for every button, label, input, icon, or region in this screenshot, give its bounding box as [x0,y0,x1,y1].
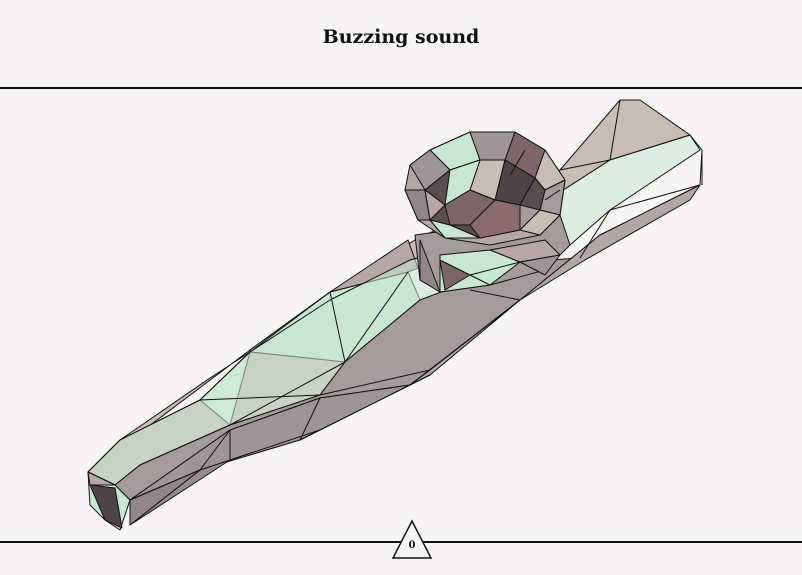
counter-badge[interactable]: 0 [390,518,434,560]
top-divider [0,87,802,89]
header: Buzzing sound [0,0,802,88]
kazoo-mesh[interactable] [0,89,802,540]
page-title: Buzzing sound [322,26,480,48]
model-viewport[interactable] [0,89,802,540]
counter-value: 0 [408,540,416,551]
triangle-icon [391,519,433,559]
